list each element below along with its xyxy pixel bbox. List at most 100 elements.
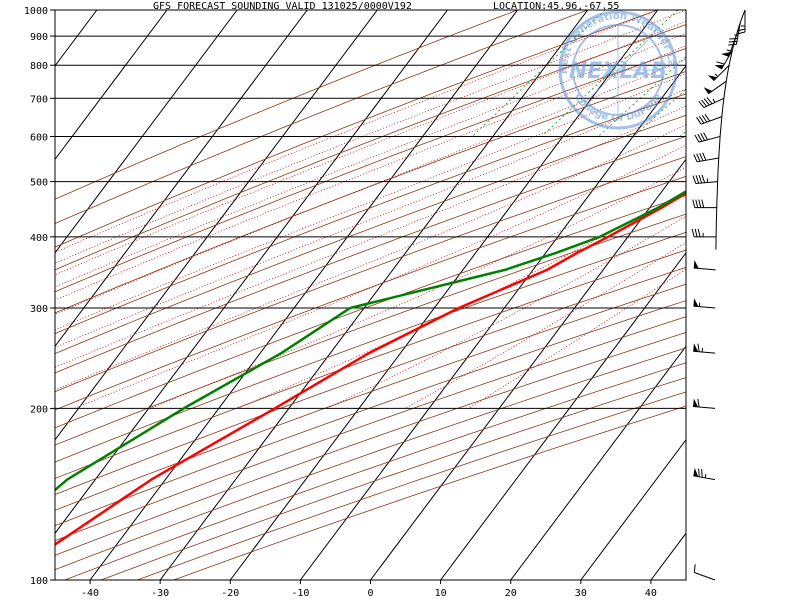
dry-adiabat-line — [55, 316, 686, 542]
dry-adiabat-line — [55, 231, 686, 463]
isotherm-line — [229, 10, 659, 580]
dry-adiabat-line — [55, 156, 686, 393]
y-tick-label: 700 — [30, 94, 48, 105]
isotherm-line — [55, 10, 378, 441]
wind-barb — [694, 132, 721, 143]
wind-barb — [707, 64, 730, 82]
wind-barb — [693, 259, 716, 271]
y-tick-label: 800 — [30, 61, 48, 72]
chart-title: GFS FORECAST SOUNDING VALID 131025/0000V… — [153, 1, 412, 12]
dry-adiabat-line — [55, 283, 686, 511]
location-label: LOCATION:45.96,-67.55 — [493, 1, 619, 12]
sounding-profiles — [55, 190, 686, 547]
wind-barb — [736, 10, 746, 35]
moist-adiabat-line — [55, 124, 686, 391]
moist-adiabat-line — [404, 241, 686, 409]
background-lines — [0, 10, 800, 580]
wind-barb — [693, 298, 716, 309]
x-tick-label: 10 — [435, 588, 447, 599]
dry-adiabat-line — [55, 213, 686, 446]
dry-adiabat-line — [55, 47, 686, 293]
mixing-ratio-line — [725, 10, 800, 137]
wind-barb — [693, 152, 719, 163]
x-tick-label: 0 — [367, 588, 373, 599]
dry-adiabat-line — [55, 135, 686, 374]
dry-adiabat-line — [55, 175, 686, 411]
dewpoint-profile — [55, 190, 686, 492]
hodograph-trace — [715, 9, 746, 250]
mixing-ratio-line — [633, 88, 686, 137]
wind-barb — [693, 343, 716, 354]
dry-adiabat-line — [55, 10, 518, 200]
wind-barb — [693, 467, 716, 481]
wind-barb — [714, 49, 733, 70]
mixing-ratio-line — [679, 130, 686, 137]
y-tick-label: 500 — [30, 178, 48, 189]
wind-barbs — [691, 9, 746, 581]
dry-adiabat-line — [55, 24, 686, 271]
temperature-profile — [55, 191, 686, 547]
wind-barb — [692, 199, 717, 209]
logo-main-text: NEXLAB — [569, 59, 667, 84]
y-tick-label: 400 — [30, 233, 48, 244]
mixing-ratio-line — [795, 10, 800, 137]
logo-crosshair — [587, 39, 649, 101]
moist-adiabat-line — [55, 105, 686, 368]
dry-adiabat-line — [55, 195, 686, 429]
y-tick-label: 900 — [30, 32, 48, 43]
dry-adiabat-line — [55, 71, 686, 314]
logo-outer-ring — [558, 10, 678, 130]
isotherm-line — [299, 65, 686, 580]
isotherm-line — [370, 158, 686, 580]
wind-barb — [703, 80, 727, 95]
isotherm-line — [510, 345, 686, 580]
dry-adiabat-line — [55, 266, 686, 496]
wind-barb — [696, 113, 723, 125]
isotherm-line — [159, 10, 589, 580]
moist-adiabat-line — [237, 190, 686, 409]
moist-adiabat-line — [55, 10, 686, 264]
wind-barb — [693, 564, 716, 581]
wind-barb — [698, 97, 725, 109]
dry-adiabat-line — [55, 114, 686, 355]
isotherm-line — [791, 10, 800, 580]
isotherm-line — [55, 10, 308, 348]
x-tick-label: 20 — [505, 588, 517, 599]
isotherm-line — [55, 10, 168, 161]
wind-barb — [693, 398, 716, 409]
x-tick-label: -20 — [221, 588, 239, 599]
x-tick-label: -40 — [81, 588, 99, 599]
isotherm-line — [55, 10, 448, 535]
x-tick-label: 30 — [575, 588, 587, 599]
dry-adiabat-line — [55, 93, 686, 334]
dry-adiabat-line — [55, 249, 686, 479]
isotherm-line — [580, 438, 686, 580]
dry-adiabat-line — [55, 300, 686, 527]
wind-barb — [691, 228, 717, 238]
isotherm-line — [89, 10, 518, 580]
isotherm-line — [650, 532, 686, 580]
x-tick-label: -30 — [151, 588, 169, 599]
isotherm-line — [0, 10, 27, 580]
isotherm-line — [721, 10, 800, 580]
y-tick-label: 200 — [30, 404, 48, 415]
isotherm-line — [55, 10, 238, 254]
dry-adiabat-line — [55, 331, 686, 556]
y-tick-label: 100 — [30, 576, 48, 587]
dry-adiabat-line — [55, 10, 588, 225]
isotherm-line — [55, 10, 98, 67]
plot-frame — [54, 9, 687, 581]
dry-adiabat-line — [137, 391, 686, 580]
dry-adiabat-line — [55, 10, 658, 248]
x-tick-label: -10 — [291, 588, 309, 599]
y-tick-label: 1000 — [24, 6, 48, 17]
wind-barb — [692, 174, 718, 185]
x-tick-label: 40 — [645, 588, 657, 599]
isotherm-line — [440, 251, 686, 580]
mixing-ratio-line — [765, 10, 800, 137]
y-tick-label: 600 — [30, 132, 48, 143]
y-tick-label: 300 — [30, 304, 48, 315]
